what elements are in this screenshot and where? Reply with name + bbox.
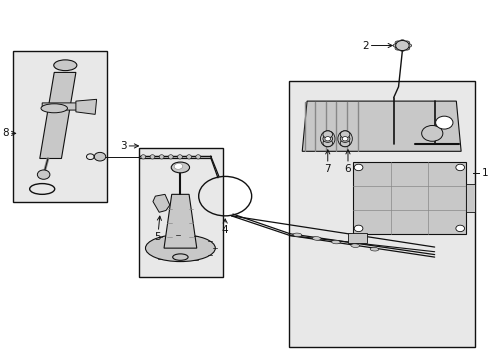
Ellipse shape — [312, 237, 320, 240]
Ellipse shape — [331, 240, 340, 244]
Ellipse shape — [145, 235, 215, 262]
Ellipse shape — [41, 104, 67, 113]
Ellipse shape — [174, 163, 183, 169]
Circle shape — [353, 225, 362, 231]
Ellipse shape — [337, 131, 351, 147]
Text: 5: 5 — [154, 216, 161, 242]
Polygon shape — [42, 103, 83, 110]
Polygon shape — [302, 101, 460, 151]
Ellipse shape — [394, 41, 400, 45]
Ellipse shape — [292, 233, 301, 237]
Ellipse shape — [150, 155, 155, 159]
Bar — [347, 233, 366, 243]
Ellipse shape — [168, 155, 173, 159]
Circle shape — [455, 164, 464, 171]
Ellipse shape — [369, 247, 378, 251]
Circle shape — [435, 116, 452, 129]
Ellipse shape — [54, 60, 77, 71]
Circle shape — [395, 41, 408, 50]
Ellipse shape — [159, 155, 163, 159]
Circle shape — [94, 152, 105, 161]
Circle shape — [340, 139, 349, 147]
Bar — [352, 162, 465, 234]
Circle shape — [324, 136, 330, 141]
Ellipse shape — [399, 48, 405, 51]
Circle shape — [322, 131, 332, 138]
Circle shape — [455, 225, 464, 231]
Text: 7: 7 — [324, 150, 330, 174]
Ellipse shape — [320, 131, 334, 147]
Circle shape — [322, 135, 332, 142]
Ellipse shape — [177, 155, 182, 159]
Text: 3: 3 — [120, 141, 138, 151]
Ellipse shape — [141, 155, 145, 159]
Text: 4: 4 — [222, 219, 228, 235]
Circle shape — [340, 131, 349, 138]
Text: 1: 1 — [480, 168, 487, 178]
Polygon shape — [40, 72, 76, 158]
Text: 8: 8 — [2, 129, 16, 138]
Text: 2: 2 — [361, 41, 391, 50]
Ellipse shape — [399, 40, 405, 43]
Bar — [138, 148, 223, 277]
Bar — [288, 81, 474, 347]
Ellipse shape — [350, 244, 359, 247]
Ellipse shape — [403, 41, 409, 45]
Circle shape — [340, 135, 349, 142]
Circle shape — [342, 136, 347, 141]
Ellipse shape — [394, 46, 400, 50]
Bar — [13, 51, 107, 202]
Ellipse shape — [195, 155, 200, 159]
Circle shape — [421, 126, 442, 141]
Circle shape — [37, 170, 50, 179]
Ellipse shape — [186, 155, 191, 159]
Ellipse shape — [405, 44, 411, 47]
Ellipse shape — [392, 44, 398, 47]
Polygon shape — [163, 194, 196, 248]
Polygon shape — [153, 194, 169, 212]
Circle shape — [353, 164, 362, 171]
Bar — [465, 184, 474, 212]
Text: 6: 6 — [344, 150, 350, 174]
Ellipse shape — [403, 46, 409, 50]
Ellipse shape — [171, 162, 189, 173]
Circle shape — [322, 139, 332, 147]
Polygon shape — [76, 99, 97, 114]
